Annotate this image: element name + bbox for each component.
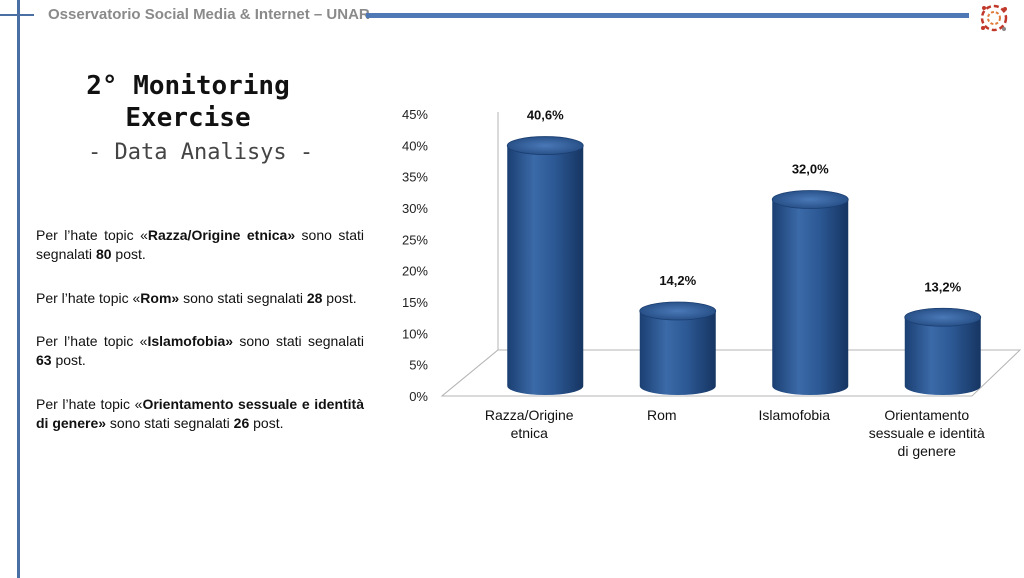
x-category-label-0: Razza/Origine (485, 407, 574, 423)
y-tick-label: 35% (402, 170, 428, 185)
x-category-label-3: sessuale e identità (869, 425, 985, 441)
unar-logo-icon (980, 4, 1008, 32)
slide-title-line2: Exercise (125, 103, 251, 133)
header-bar (366, 13, 969, 18)
left-accent-line (17, 0, 20, 578)
y-tick-label: 0% (409, 389, 428, 404)
chart-back-wall (441, 112, 499, 397)
data-label-2: 32,0% (792, 161, 829, 176)
slide-title: 2° Monitoring Exercise (40, 70, 336, 134)
paragraph-razza: Per l’hate topic «Razza/Origine etnica» … (36, 227, 364, 262)
y-tick-label: 30% (402, 201, 428, 216)
x-category-label-3: Orientamento (884, 407, 969, 423)
bar-3 (904, 307, 982, 395)
y-tick-label: 25% (402, 232, 428, 247)
data-label-0: 40,6% (527, 108, 564, 123)
slide-title-line1: 2° Monitoring (86, 71, 290, 101)
header-accent-tick (0, 14, 34, 16)
bar-1 (639, 301, 717, 395)
chart-floor (440, 349, 1022, 397)
paragraph-orientamento: Per l’hate topic «Orientamento sessuale … (36, 396, 364, 431)
bar-chart: 0% 5% 10% 15% 20% 25% 30% 35% 40% 45% 40,6% Razza/O… (402, 107, 1022, 459)
slide-subtitle: - Data Analisys - (88, 140, 314, 165)
x-category-label-3: di genere (898, 443, 957, 459)
bar-0 (506, 136, 584, 395)
y-tick-label: 15% (402, 295, 428, 310)
paragraph-rom: Per l’hate topic «Rom» sono stati segnal… (36, 290, 357, 306)
y-tick-label: 45% (402, 107, 428, 122)
x-category-label-1: Rom (647, 407, 677, 423)
y-tick-label: 40% (402, 138, 428, 153)
x-category-label-2: Islamofobia (758, 407, 830, 423)
paragraph-islamofobia: Per l’hate topic «Islamofobia» sono stat… (36, 333, 364, 368)
y-tick-label: 5% (409, 358, 428, 373)
y-tick-label: 10% (402, 326, 428, 341)
data-label-3: 13,2% (924, 279, 961, 294)
header-title: Osservatorio Social Media & Internet – U… (48, 6, 370, 23)
y-tick-label: 20% (402, 264, 428, 279)
x-category-label-0: etnica (511, 425, 549, 441)
bar-2 (771, 190, 849, 395)
data-label-1: 14,2% (659, 273, 696, 288)
